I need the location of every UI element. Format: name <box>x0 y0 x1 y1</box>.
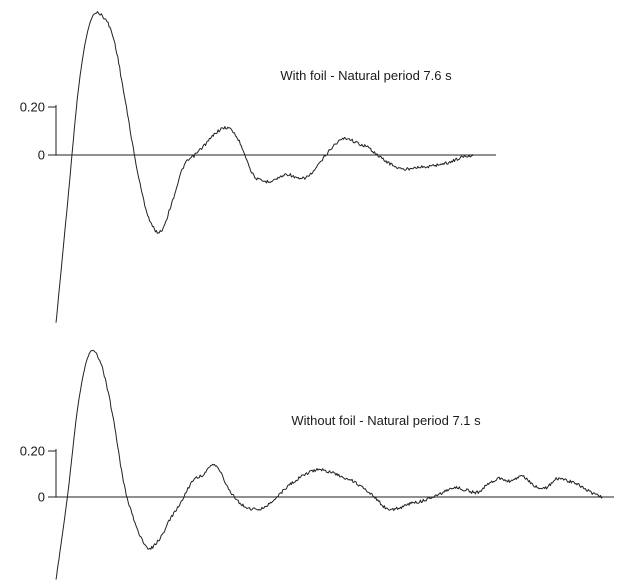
y-tick-label: 0 <box>38 490 45 505</box>
chart-title: Without foil - Natural period 7.1 s <box>291 413 481 428</box>
chart-panel-1: 0.20 0 With foil - Natural period 7.6 s <box>20 11 496 323</box>
series-line <box>55 349 603 580</box>
y-tick-label: 0.20 <box>20 444 45 459</box>
chart-panel-2: 0.20 0 Without foil - Natural period 7.1 s <box>20 349 614 580</box>
series-line <box>55 11 474 323</box>
y-tick-label: 0 <box>38 148 45 163</box>
y-tick-label: 0.20 <box>20 100 45 115</box>
chart-title: With foil - Natural period 7.6 s <box>280 68 452 83</box>
